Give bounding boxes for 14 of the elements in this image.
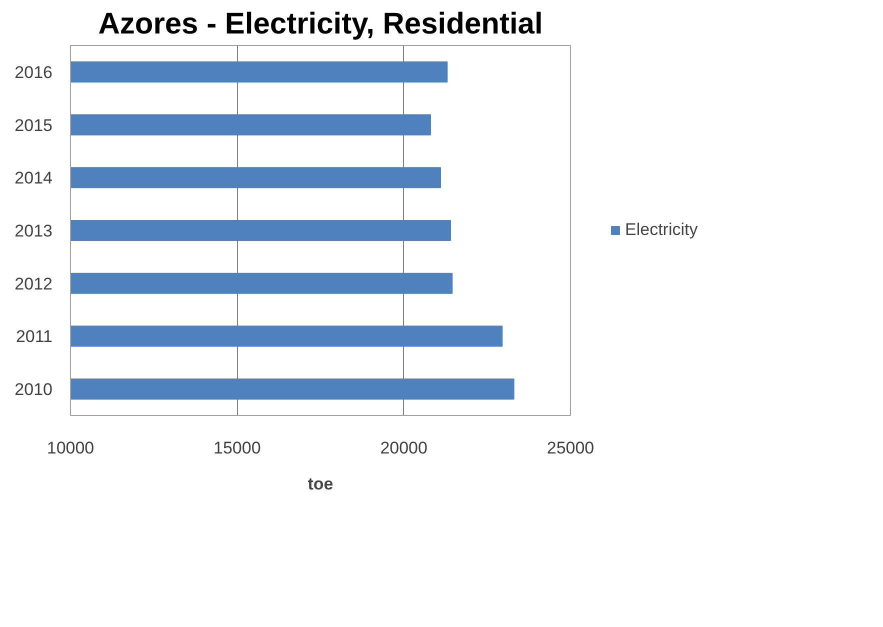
chart-title: Azores - Electricity, Residential bbox=[98, 8, 543, 40]
x-tick-label: 15000 bbox=[214, 438, 261, 458]
y-tick-label: 2015 bbox=[14, 116, 53, 135]
x-tick-label: 20000 bbox=[380, 438, 428, 458]
y-tick-label: 2012 bbox=[14, 274, 53, 294]
x-axis-title: toe bbox=[308, 474, 334, 494]
x-tick-label: 25000 bbox=[546, 438, 594, 458]
legend-label: Electricity bbox=[625, 220, 699, 240]
y-tick-label: 2014 bbox=[14, 168, 53, 188]
y-tick-label: 2013 bbox=[14, 222, 53, 240]
x-tick-label: 10000 bbox=[46, 438, 94, 458]
y-tick-label: 2016 bbox=[14, 62, 53, 82]
y-tick-label: 2011 bbox=[16, 327, 53, 346]
y-tick-label: 2010 bbox=[14, 380, 53, 400]
